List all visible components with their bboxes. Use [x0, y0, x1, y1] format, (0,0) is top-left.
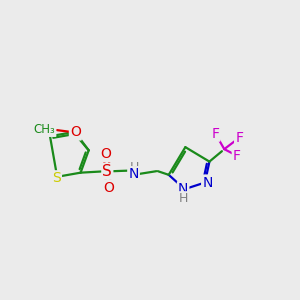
- Text: O: O: [103, 181, 114, 195]
- Text: F: F: [235, 131, 243, 145]
- Text: F: F: [212, 127, 219, 141]
- Text: F: F: [233, 149, 241, 163]
- Text: N: N: [128, 167, 139, 181]
- Text: H: H: [129, 161, 139, 174]
- Text: CH₃: CH₃: [34, 123, 56, 136]
- Text: S: S: [52, 171, 61, 185]
- Text: N: N: [178, 182, 188, 196]
- Text: O: O: [70, 125, 81, 140]
- Text: O: O: [100, 147, 111, 161]
- Text: S: S: [103, 164, 112, 179]
- Text: H: H: [178, 192, 188, 205]
- Text: N: N: [202, 176, 212, 190]
